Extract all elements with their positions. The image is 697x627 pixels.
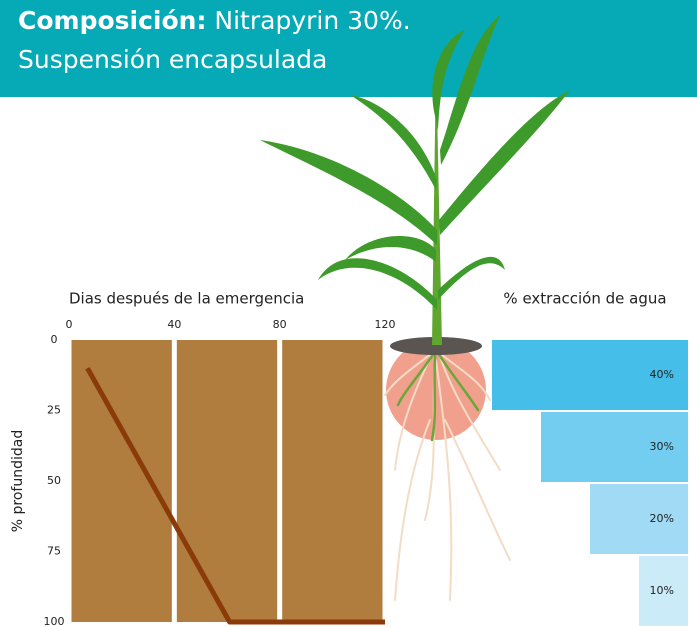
header-bold: Composición: bbox=[18, 6, 206, 35]
value-label: 30% bbox=[650, 440, 674, 453]
header-line2: Suspensión encapsulada bbox=[18, 45, 327, 74]
plot-background bbox=[69, 340, 385, 622]
x-tick-label: 40 bbox=[167, 318, 181, 331]
y-tick-label: 100 bbox=[44, 615, 65, 627]
soil-clump bbox=[390, 337, 482, 355]
chart-title: % extracción de agua bbox=[503, 290, 666, 308]
y-tick-label: 25 bbox=[47, 404, 61, 417]
root-zone bbox=[386, 340, 486, 440]
value-label: 40% bbox=[650, 368, 674, 381]
x-tick-label: 80 bbox=[273, 318, 287, 331]
bar bbox=[639, 556, 688, 626]
header-text: Nitrapyrin 30%. bbox=[214, 6, 410, 35]
x-tick-label: 0 bbox=[66, 318, 73, 331]
bar bbox=[541, 412, 688, 482]
data-line bbox=[85, 366, 385, 625]
x-axis-title: Dias después de la emergencia bbox=[69, 290, 304, 308]
bar bbox=[492, 340, 688, 410]
bar bbox=[590, 484, 688, 554]
plant bbox=[260, 15, 570, 601]
charts: Dias después de la emergencia % profundid… bbox=[10, 290, 688, 627]
x-tick-label: 120 bbox=[375, 318, 396, 331]
y-tick-label: 75 bbox=[47, 545, 61, 558]
y-tick-label: 0 bbox=[51, 333, 58, 346]
stem bbox=[432, 60, 442, 345]
header-banner bbox=[0, 0, 697, 97]
roots bbox=[384, 343, 511, 601]
y-tick-label: 50 bbox=[47, 474, 61, 487]
y-axis-title: % profundidad bbox=[10, 430, 26, 532]
header-line1: Composición: Nitrapyrin 30%. bbox=[18, 6, 411, 35]
value-label: 10% bbox=[650, 584, 674, 597]
leaves bbox=[260, 15, 570, 310]
value-label: 20% bbox=[650, 512, 674, 525]
